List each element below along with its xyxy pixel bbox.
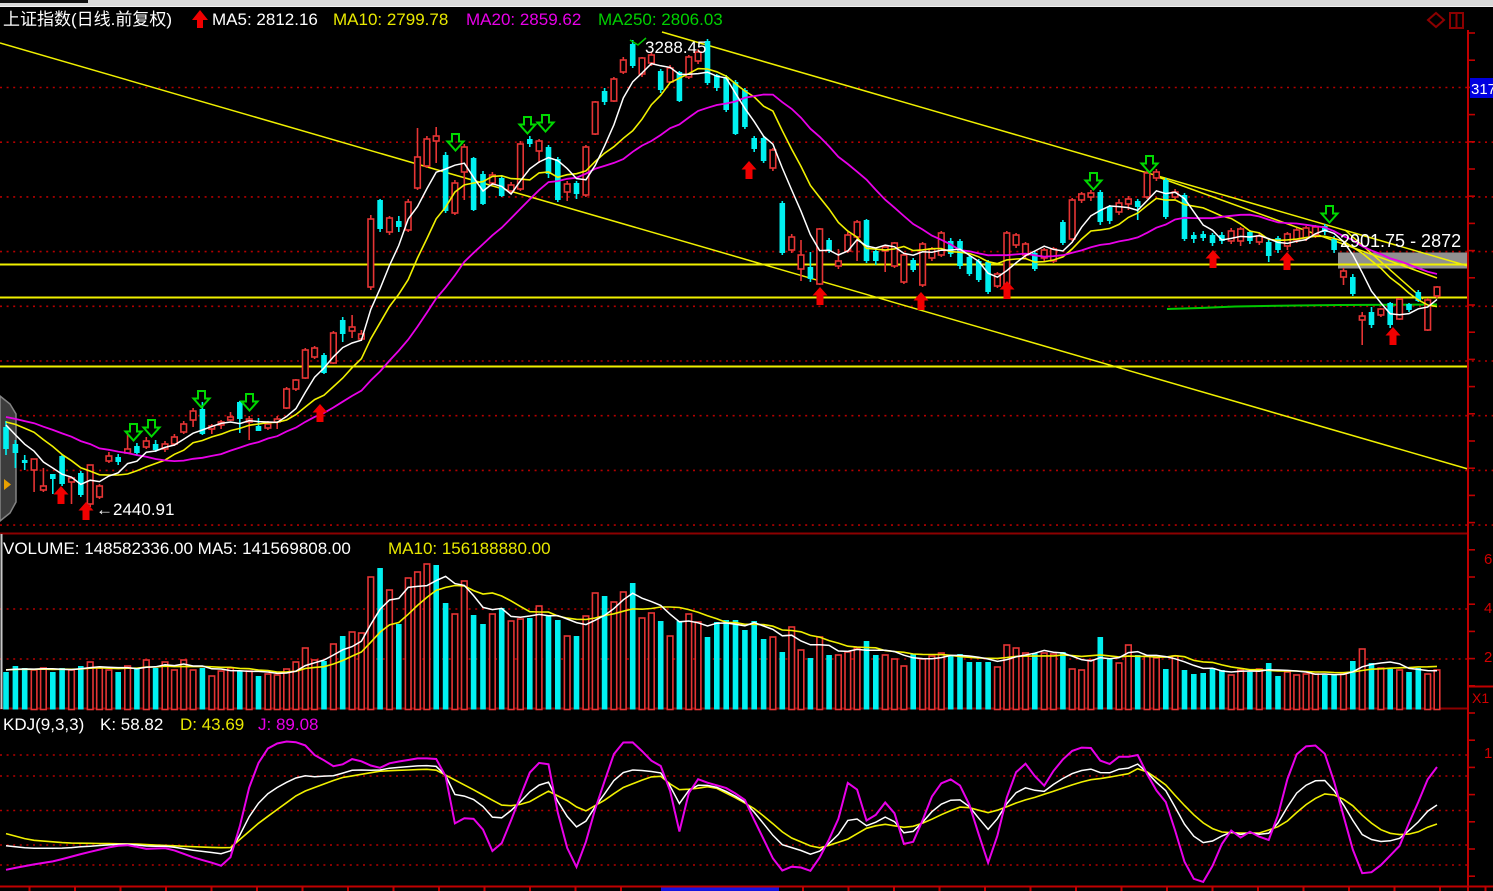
svg-text:MA5: 2812.16: MA5: 2812.16: [212, 10, 318, 29]
svg-text:VOLUME: 148582336.00 MA5: 141: VOLUME: 148582336.00 MA5: 141569808.00: [3, 539, 351, 558]
svg-text:3288.45: 3288.45: [645, 38, 706, 57]
svg-text:MA10: 156188880.00: MA10: 156188880.00: [388, 539, 551, 558]
svg-text:J: 89.08: J: 89.08: [258, 715, 319, 734]
svg-text:2: 2: [1484, 649, 1492, 666]
svg-text:MA20: 2859.62: MA20: 2859.62: [466, 10, 581, 29]
svg-text:←2440.91: ←2440.91: [96, 500, 174, 519]
svg-text:K: 58.82: K: 58.82: [100, 715, 163, 734]
svg-text:X1: X1: [1472, 690, 1489, 706]
svg-text:6: 6: [1484, 551, 1492, 568]
svg-text:4: 4: [1484, 600, 1492, 617]
svg-text:MA250: 2806.03: MA250: 2806.03: [598, 10, 723, 29]
svg-text:KDJ(9,3,3): KDJ(9,3,3): [3, 715, 84, 734]
svg-text:317: 317: [1471, 81, 1493, 98]
svg-text:2901.75 - 2872: 2901.75 - 2872: [1340, 231, 1461, 251]
svg-text:D: 43.69: D: 43.69: [180, 715, 244, 734]
svg-text:1: 1: [1484, 745, 1492, 762]
svg-text:MA10: 2799.78: MA10: 2799.78: [333, 10, 448, 29]
svg-text:上证指数(日线.前复权): 上证指数(日线.前复权): [3, 10, 172, 29]
